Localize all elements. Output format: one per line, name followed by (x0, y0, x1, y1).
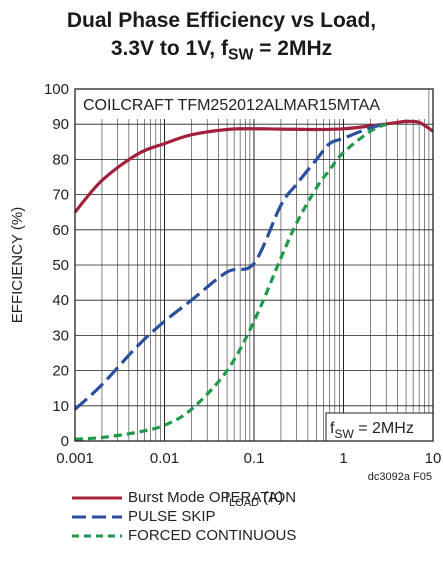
legend-item-burst: Burst Mode OPERATION (72, 488, 296, 507)
x-tick-label: 1 (339, 450, 347, 467)
legend-item-pulse-skip: PULSE SKIP (72, 507, 296, 526)
x-axis-label-sub: LOAD (229, 497, 259, 509)
x-tick-label: 10 (425, 450, 442, 467)
x-axis-label-tail: (A) (259, 489, 283, 506)
legend-swatch-forced-continuous (72, 534, 122, 537)
x-tick-label: 0.001 (56, 450, 94, 467)
y-tick-label: 80 (52, 151, 69, 168)
y-tick-label: 90 (52, 116, 69, 133)
chart-series (73, 119, 434, 441)
y-tick-label: 0 (61, 433, 69, 450)
y-tick-label: 30 (52, 327, 69, 344)
series-forced-continuous-line (74, 122, 387, 441)
x-axis-label-main: I (225, 489, 229, 506)
series-pulse-skip-line (73, 122, 387, 411)
series-burst-mode-line (73, 119, 434, 214)
y-tick-label: 10 (52, 398, 69, 415)
legend-swatch-burst (72, 496, 122, 499)
y-tick-label: 100 (44, 81, 69, 98)
y-tick-label: 40 (52, 292, 69, 309)
legend-label-forced-continuous: FORCED CONTINUOUS (128, 527, 297, 544)
chart-title-tail: = 2MHz (253, 37, 333, 60)
y-axis-label: EFFICIENCY (%) (9, 207, 26, 323)
legend-label-burst: Burst Mode OPERATION (128, 489, 297, 506)
figure-code: dc3092a F05 (368, 471, 432, 483)
chart-title-line1: Dual Phase Efficiency vs Load, (66, 9, 377, 32)
fsw-label: fSW = 2MHz (330, 420, 414, 441)
x-tick-label: 0.1 (244, 450, 265, 467)
fsw-label-box (325, 412, 434, 442)
x-tick-label: 0.01 (150, 450, 179, 467)
legend-label-pulse-skip: PULSE SKIP (128, 508, 216, 525)
legend-swatch-pulse-skip (72, 515, 122, 518)
fsw-tail: = 2MHz (354, 420, 414, 437)
y-tick-label: 50 (52, 257, 69, 274)
y-tick-label: 70 (52, 187, 69, 204)
fsw-main: f (330, 420, 335, 437)
chart-legend: Burst Mode OPERATION PULSE SKIP FORCED C… (72, 488, 296, 545)
inner-label: COILCRAFT TFM252012ALMAR15MTAA (83, 97, 380, 114)
legend-item-forced-continuous: FORCED CONTINUOUS (72, 526, 296, 545)
chart-title-line2: 3.3V to 1V, fSW = 2MHz (0, 36, 443, 69)
fsw-sub: SW (334, 427, 354, 441)
inner-label-box (75, 89, 426, 119)
y-tick-label: 60 (52, 222, 69, 239)
chart-title-main: 3.3V to 1V, f (110, 37, 228, 60)
y-tick-label: 20 (52, 363, 69, 380)
x-axis-label: ILOAD (A) (225, 489, 283, 509)
chart-title-subscript: SW (227, 46, 254, 64)
plot-border (74, 88, 434, 442)
